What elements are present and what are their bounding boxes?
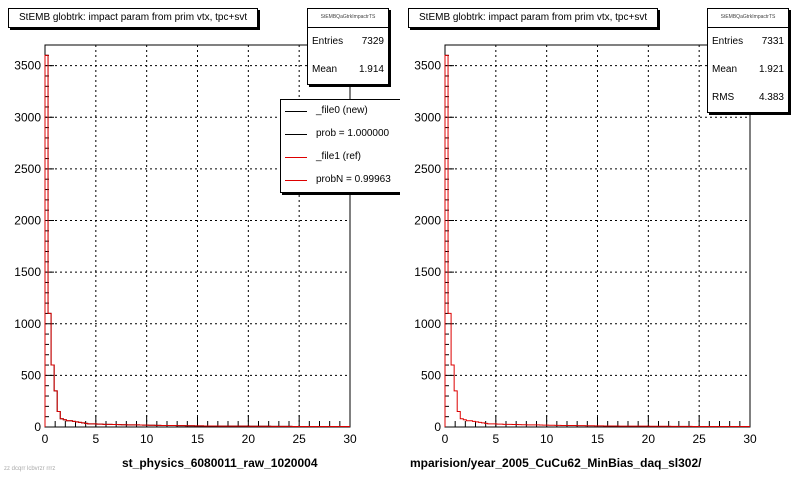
x-tick-label: 5 (92, 432, 99, 446)
x-tick-label: 20 (242, 432, 256, 446)
y-tick-label: 0 (34, 420, 41, 434)
y-tick-label: 3500 (14, 59, 41, 73)
legend-entry: _file1 (ref) (281, 146, 400, 169)
legend-line-swatch (285, 111, 307, 112)
legend-line-swatch (285, 134, 307, 135)
stats-key: Mean (712, 64, 738, 75)
y-tick-label: 500 (421, 368, 441, 382)
right-stats-mean: Mean 1.921 (708, 56, 788, 84)
right-plot-title: StEMB globtrk: impact param from prim vt… (408, 8, 659, 28)
x-tick-label: 25 (292, 432, 306, 446)
x-tick-label: 15 (191, 432, 205, 446)
legend-label: _file1 (ref) (316, 151, 362, 162)
stats-value: 7329 (361, 36, 384, 47)
legend-entry: probN = 0.99963 (281, 169, 400, 192)
left-histogram-plot: 0 5 10 15 20 25 30 0 500 1000 1500 2000 2500 3000 3500 (14, 44, 357, 446)
right-x-axis-title: mparision/year_2005_CuCu62_MinBias_daq_s… (410, 456, 702, 470)
right-stats-name: StEMBQaGtrkImpactrTS (708, 9, 788, 28)
x-tick-label: 10 (540, 432, 554, 446)
y-tick-label: 1000 (414, 317, 441, 331)
histogram-series-line (44, 54, 350, 427)
x-tick-label: 25 (692, 432, 706, 446)
y-tick-label: 1500 (414, 265, 441, 279)
legend-entry: _file0 (new) (281, 100, 400, 123)
left-stats-name: StEMBQaGtrkImpactrTS (308, 9, 388, 28)
y-tick-label: 3500 (414, 59, 441, 73)
right-stats-box: StEMBQaGtrkImpactrTS Entries 7331 Mean 1… (707, 8, 789, 113)
left-legend: _file0 (new) prob = 1.000000 _file1 (ref… (280, 99, 400, 193)
x-tick-label: 0 (442, 432, 449, 446)
x-tick-label: 0 (42, 432, 49, 446)
y-tick-label: 2500 (14, 162, 41, 176)
stats-key: Entries (312, 36, 344, 47)
right-histogram-plot: 0 5 10 15 20 25 30 0 500 1000 1500 2000 2500 3000 3500 (414, 44, 757, 446)
y-tick-label: 2000 (414, 214, 441, 228)
left-stats-mean: Mean 1.914 (308, 56, 388, 84)
stats-key: Mean (312, 64, 338, 75)
legend-label: prob = 1.000000 (316, 128, 390, 139)
stats-value: 4.383 (758, 92, 784, 103)
y-tick-label: 0 (434, 420, 441, 434)
footer-text: zz dcqrr lcbvrzr rrrz (4, 466, 56, 472)
stats-value: 1.914 (358, 64, 384, 75)
y-tick-label: 1500 (14, 265, 41, 279)
stats-key: RMS (712, 92, 735, 103)
y-tick-label: 500 (21, 368, 41, 382)
x-tick-label: 20 (642, 432, 656, 446)
y-tick-label: 3000 (414, 110, 441, 124)
y-tick-label: 2500 (414, 162, 441, 176)
stats-value: 7331 (761, 36, 784, 47)
stats-key: Entries (712, 36, 744, 47)
left-stats-entries: Entries 7329 (308, 28, 388, 56)
legend-entry: prob = 1.000000 (281, 123, 400, 146)
histogram-series-line (444, 54, 750, 427)
left-stats-box: StEMBQaGtrkImpactrTS Entries 7329 Mean 1… (307, 8, 389, 85)
x-tick-label: 5 (492, 432, 499, 446)
y-tick-label: 3000 (14, 110, 41, 124)
x-tick-label: 10 (140, 432, 154, 446)
left-x-axis-title: st_physics_6080011_raw_1020004 (122, 456, 318, 470)
right-pad: 0 5 10 15 20 25 30 0 500 1000 1500 2000 2500 3000 3500… (400, 0, 800, 480)
left-plot-title: StEMB globtrk: impact param from prim vt… (8, 8, 259, 28)
x-tick-label: 15 (591, 432, 605, 446)
y-tick-label: 1000 (14, 317, 41, 331)
y-tick-label: 2000 (14, 214, 41, 228)
legend-label: probN = 0.99963 (316, 174, 391, 185)
x-tick-label: 30 (743, 432, 757, 446)
right-stats-entries: Entries 7331 (708, 28, 788, 56)
legend-line-swatch (285, 180, 307, 181)
legend-line-swatch (285, 157, 307, 158)
stats-value: 1.921 (758, 64, 784, 75)
right-stats-rms: RMS 4.383 (708, 84, 788, 112)
x-tick-label: 30 (343, 432, 357, 446)
legend-label: _file0 (new) (316, 105, 368, 116)
left-pad: 0 5 10 15 20 25 30 0 500 1000 1500 2000 2500 3000 3500… (4, 8, 400, 472)
